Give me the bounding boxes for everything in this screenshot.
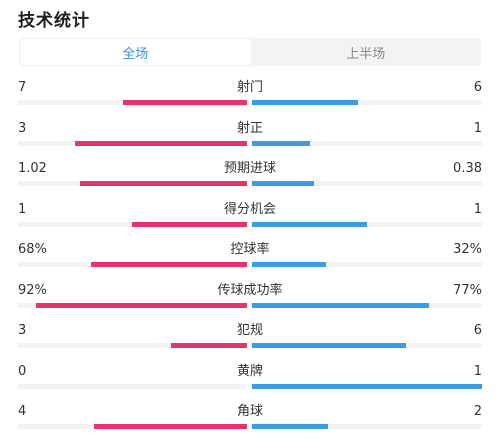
stat-row: 68% 控球率 32% [0,238,500,279]
stat-label: 犯规 [236,323,263,338]
away-value: 6 [473,323,482,338]
home-bar [123,100,247,105]
away-value: 0.38 [453,161,482,176]
away-value: 1 [473,363,482,379]
stat-label: 得分机会 [223,201,276,217]
home-bar-track [18,343,247,348]
stat-row: 3 犯规 6 [0,319,500,360]
away-value: 32% [453,242,482,257]
away-bar [252,383,482,389]
home-value: 68% [18,242,47,257]
stat-label: 射正 [236,120,263,136]
home-bar [91,262,247,267]
stat-row: 1 得分机会 1 [0,198,500,239]
stat-label: 预期进球 [223,161,276,176]
away-bar [252,181,314,186]
away-value: 1 [473,120,482,136]
away-bar-track [252,181,482,186]
home-value: 4 [18,404,27,419]
away-value: 1 [473,201,482,217]
home-value: 92% [18,282,47,298]
home-bar [171,343,247,348]
home-bar [94,424,247,429]
stat-row: 4 角球 2 [0,400,500,440]
stat-row: 0 黄牌 1 [0,360,500,401]
home-value: 3 [18,323,27,338]
stat-label: 角球 [236,404,263,419]
stat-label: 黄牌 [236,363,263,379]
away-bar [252,343,406,348]
tab-first-half[interactable]: 上半场 [250,38,481,66]
stat-row: 92% 传球成功率 77% [0,279,500,320]
away-value: 6 [473,80,482,95]
away-bar-track [252,262,482,267]
away-bar [252,140,310,146]
stat-row: 1.02 预期进球 0.38 [0,157,500,198]
away-bar [252,100,358,105]
home-bar [75,140,247,146]
away-bar-track [252,221,482,227]
away-bar-track [252,424,482,429]
home-value: 3 [18,120,27,136]
home-bar-track [18,383,247,389]
away-bar [252,424,328,429]
page-title: 技术统计 [18,11,90,31]
home-bar [132,221,247,227]
home-value: 1 [18,201,27,217]
stats-list: 7 射门 6 3 射正 1 1.02 预期进球 0.38 1 得分机会 1 68% 控球率 32% 92% 传球… [0,76,500,440]
away-value: 2 [473,404,482,419]
stat-label: 射门 [236,80,263,95]
away-bar [252,302,429,308]
home-value: 7 [18,80,27,95]
stat-row: 3 射正 1 [0,117,500,158]
home-value: 0 [18,363,27,379]
away-bar [252,221,367,227]
away-value: 77% [453,282,482,298]
period-tabs: 全场 上半场 [19,38,481,66]
stat-label: 传球成功率 [217,282,283,298]
away-bar [252,262,326,267]
away-bar-track [252,100,482,105]
tab-full-match[interactable]: 全场 [19,38,251,66]
home-value: 1.02 [18,161,47,176]
stat-label: 控球率 [230,242,270,257]
home-bar [80,181,247,186]
stat-row: 7 射门 6 [0,76,500,117]
away-bar-track [252,140,482,146]
home-bar [36,302,247,308]
